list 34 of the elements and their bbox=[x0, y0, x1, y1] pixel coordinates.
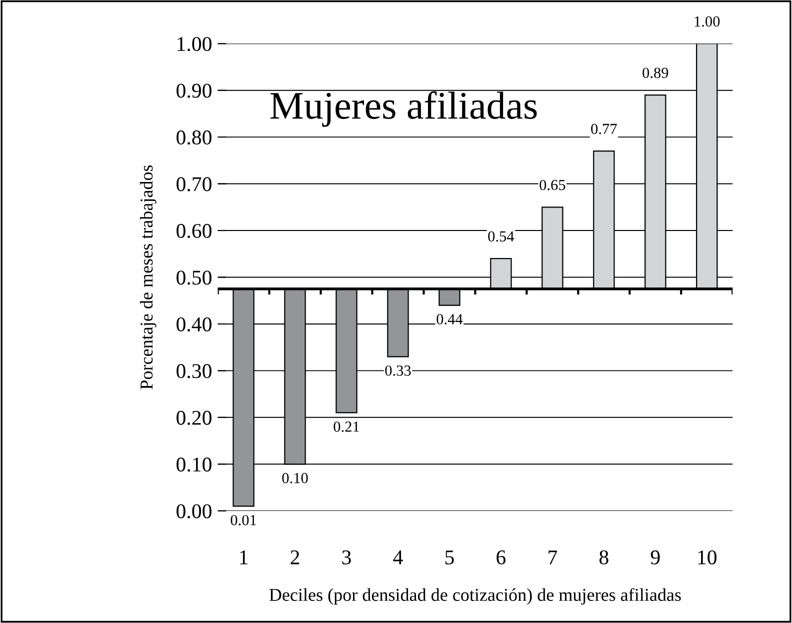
data-label: 1.00 bbox=[694, 16, 720, 27]
y-tick-label: 0.50 bbox=[176, 270, 212, 285]
x-tick-label: 3 bbox=[342, 550, 351, 564]
text: Mujeres afiliadas bbox=[270, 91, 537, 127]
x-tick-label: 4 bbox=[393, 550, 403, 564]
y-tick-label: 0.30 bbox=[176, 364, 212, 378]
data-label: 0.54 bbox=[488, 231, 514, 242]
y-tick-label: 0.70 bbox=[176, 177, 212, 192]
y-tick-label: 0.90 bbox=[176, 84, 212, 98]
x-tick-label: 1 bbox=[240, 550, 248, 564]
data-label: 0.77 bbox=[591, 124, 617, 134]
x-tick-label: 10 bbox=[698, 550, 716, 564]
x-tick-label: 2 bbox=[290, 550, 300, 564]
x-axis-title: Deciles (por densidad de cotización) de mujeres afiliadas bbox=[269, 588, 681, 605]
y-tick-label: 0.20 bbox=[176, 410, 212, 425]
y-tick-label: 0.80 bbox=[176, 130, 212, 145]
x-tick-label: 9 bbox=[650, 550, 660, 564]
data-label: 0.89 bbox=[642, 68, 668, 78]
data-label: 0.44 bbox=[436, 314, 463, 324]
y-tick-label: 0.60 bbox=[176, 224, 212, 238]
y-tick-label: 0.10 bbox=[176, 458, 212, 472]
data-label: 0.65 bbox=[540, 180, 566, 190]
y-tick-label: 0.40 bbox=[176, 317, 212, 332]
x-tick-label: 6 bbox=[496, 550, 506, 564]
y-tick-label: 1.00 bbox=[178, 36, 212, 52]
x-tick-label: 5 bbox=[445, 550, 454, 564]
data-label: 0.33 bbox=[385, 365, 411, 376]
data-label: 0.21 bbox=[334, 422, 359, 432]
data-label: 0.10 bbox=[282, 472, 308, 484]
y-axis-title: Porcentaje de meses trabajados bbox=[140, 165, 156, 390]
y-tick-label: 0.00 bbox=[176, 504, 212, 518]
data-label: 0.01 bbox=[230, 514, 256, 526]
x-tick-label: 8 bbox=[599, 550, 608, 564]
x-tick-label: 7 bbox=[548, 550, 558, 564]
